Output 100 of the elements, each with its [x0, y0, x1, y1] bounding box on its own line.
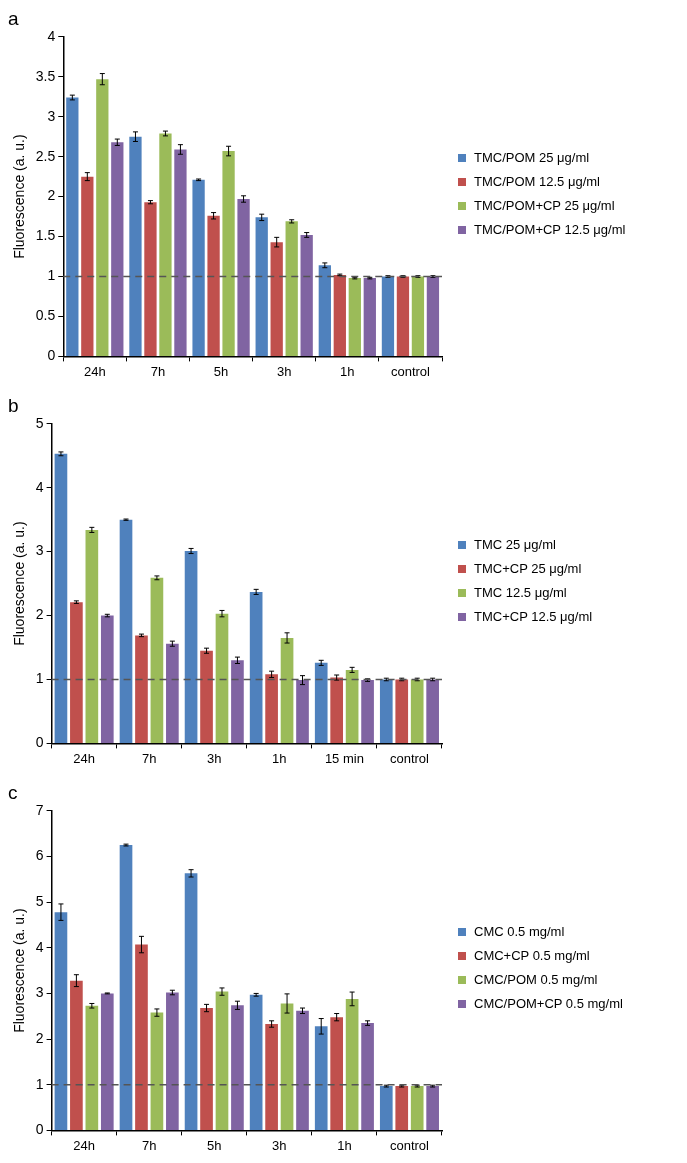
- bar: [144, 202, 157, 356]
- x-tick-label: 3h: [272, 1137, 287, 1153]
- legend-label: TMC/POM+CP 12.5 μg/ml: [474, 222, 626, 237]
- x-tick-label: 7h: [141, 1137, 157, 1153]
- y-tick-label: 0: [47, 347, 56, 364]
- bar: [318, 265, 331, 356]
- x-tick-label: 24h: [83, 363, 106, 379]
- bar: [345, 998, 359, 1130]
- x-tick-label: 1h: [272, 750, 287, 766]
- legend-label: CMC/POM+CP 0.5 mg/ml: [474, 996, 623, 1011]
- bar: [150, 577, 164, 743]
- bar: [314, 1026, 328, 1130]
- bar: [70, 602, 83, 743]
- bar: [410, 679, 424, 743]
- bar: [314, 662, 328, 743]
- bar: [348, 278, 361, 356]
- bar: [285, 221, 298, 356]
- bar: [135, 635, 148, 743]
- bar: [361, 680, 374, 743]
- bar: [135, 944, 148, 1130]
- legend-label: TMC/POM 25 μg/ml: [474, 150, 590, 165]
- bar: [280, 637, 294, 743]
- bar: [411, 276, 425, 356]
- x-tick-label: 1h: [337, 1137, 352, 1153]
- bar: [345, 669, 359, 743]
- legend-label: CMC 0.5 mg/ml: [474, 924, 565, 939]
- legend-label: TMC+CP 12.5 μg/ml: [474, 609, 593, 624]
- bar: [231, 660, 244, 743]
- y-tick-label: 3: [35, 984, 44, 1001]
- bar: [249, 994, 263, 1130]
- bar: [119, 519, 133, 743]
- bar: [207, 215, 220, 356]
- bar: [66, 97, 79, 356]
- bar: [85, 1005, 99, 1130]
- y-tick-label: 2: [47, 187, 56, 204]
- bar: [85, 529, 99, 743]
- bar: [81, 176, 94, 356]
- legend-label: TMC 25 μg/ml: [474, 537, 556, 552]
- bar: [70, 980, 83, 1130]
- y-tick-label: 1.5: [35, 227, 56, 244]
- y-axis-title: Fluorescence (a. u.): [11, 134, 28, 259]
- y-tick-label: 2: [35, 1029, 44, 1046]
- y-tick-label: 1: [47, 267, 56, 284]
- bar: [265, 674, 278, 743]
- bar: [184, 551, 198, 743]
- y-tick-label: 0: [35, 1121, 44, 1138]
- y-tick-label: 3: [35, 542, 44, 559]
- chart-title: b: [8, 394, 19, 416]
- y-tick-label: 1: [35, 1075, 44, 1092]
- x-tick-label: 7h: [141, 750, 157, 766]
- y-tick-label: 5: [35, 892, 44, 909]
- legend-label: TMC/POM 12.5 μg/ml: [474, 174, 600, 189]
- legend-label: TMC+CP 25 μg/ml: [474, 561, 582, 576]
- x-tick-label: control: [389, 1137, 430, 1153]
- bar: [426, 276, 440, 356]
- bar: [200, 650, 213, 743]
- x-tick-label: 24h: [73, 750, 95, 766]
- bar: [159, 133, 172, 356]
- bar: [100, 615, 114, 743]
- chart-title: c: [8, 781, 18, 803]
- bar: [410, 1086, 424, 1130]
- bar: [381, 276, 395, 356]
- y-tick-label: 4: [35, 938, 44, 955]
- y-axis-title: Fluorescence (a. u.): [11, 908, 28, 1033]
- y-tick-label: 7: [35, 801, 44, 818]
- bar: [395, 679, 409, 743]
- bar: [111, 142, 124, 356]
- y-tick-label: 5: [35, 414, 44, 431]
- bar: [119, 845, 133, 1130]
- bar: [54, 912, 68, 1130]
- bar: [129, 136, 142, 356]
- x-tick-label: control: [390, 363, 431, 379]
- bar: [296, 1010, 309, 1130]
- legend-label: CMC/POM 0.5 mg/ml: [474, 972, 598, 987]
- bar: [166, 992, 179, 1130]
- bar: [270, 242, 283, 356]
- y-tick-label: 4: [35, 478, 44, 495]
- bar: [379, 679, 393, 743]
- bar: [296, 680, 309, 743]
- bar: [249, 591, 263, 743]
- x-tick-label: 1h: [340, 363, 355, 379]
- x-tick-label: 3h: [207, 750, 222, 766]
- legend-label: TMC/POM+CP 25 μg/ml: [474, 198, 615, 213]
- y-tick-label: 3.5: [35, 67, 56, 84]
- legend-label: CMC+CP 0.5 mg/ml: [474, 948, 590, 963]
- bar: [200, 1008, 213, 1130]
- bar: [166, 643, 179, 743]
- bar: [96, 79, 109, 356]
- x-tick-label: 7h: [150, 363, 166, 379]
- bar: [379, 1086, 393, 1130]
- y-tick-label: 0: [35, 734, 44, 751]
- bar: [150, 1012, 164, 1130]
- y-tick-label: 3: [47, 107, 56, 124]
- chart-title: a: [8, 7, 19, 29]
- y-tick-label: 4: [47, 27, 56, 44]
- bar: [300, 234, 313, 356]
- bar: [280, 1003, 294, 1130]
- bar: [222, 151, 235, 356]
- y-tick-label: 6: [35, 847, 44, 864]
- legend-label: TMC 12.5 μg/ml: [474, 585, 567, 600]
